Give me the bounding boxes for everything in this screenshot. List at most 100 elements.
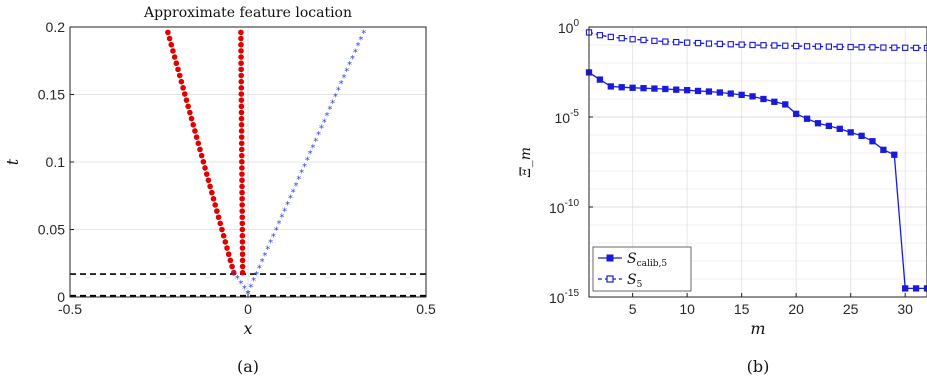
panel-a-red-dot-marker bbox=[175, 66, 181, 73]
series-s5-marker bbox=[923, 44, 927, 52]
series-calib-marker bbox=[858, 132, 865, 139]
panel-a-caption: (a) bbox=[237, 357, 259, 376]
series-s5-marker bbox=[596, 32, 604, 39]
panel-a-blue-star-marker: * bbox=[291, 187, 296, 198]
panel-a-red-dot-marker bbox=[209, 189, 215, 196]
panel-a-blue-star-marker: * bbox=[246, 289, 251, 300]
panel-a-x-tick-label: 0.5 bbox=[416, 301, 436, 317]
series-calib-marker bbox=[825, 122, 833, 130]
panel-a-red-dot-marker bbox=[238, 54, 244, 60]
panel-a-title: Approximate feature location bbox=[143, 5, 352, 21]
series-calib-marker bbox=[727, 90, 734, 97]
panel-a-blue-star-marker: * bbox=[260, 257, 265, 268]
panel-a-red-dot-marker bbox=[210, 195, 217, 202]
series-calib-marker bbox=[629, 84, 636, 91]
panel-a-grid bbox=[69, 26, 427, 298]
series-calib-marker bbox=[891, 151, 898, 158]
panel-a: ****************************************… bbox=[3, 5, 436, 376]
series-calib-marker bbox=[902, 285, 909, 292]
panel-a-red-dot-marker bbox=[238, 91, 245, 97]
panel-a-red-dot-marker bbox=[219, 226, 225, 233]
panel-a-red-dot-marker bbox=[183, 97, 190, 103]
panel-a-blue-star-marker: * bbox=[277, 219, 282, 230]
panel-a-red-dot-marker bbox=[200, 158, 207, 165]
panel-a-blue-star-marker: * bbox=[327, 105, 332, 116]
legend-entry-s5: S5 bbox=[627, 272, 643, 290]
series-calib-marker bbox=[760, 95, 767, 103]
panel-a-red-dot-marker bbox=[171, 54, 178, 60]
series-s5-marker bbox=[727, 41, 734, 48]
series-s5-marker bbox=[738, 41, 745, 48]
panel-b-x-axis-label: m bbox=[750, 319, 765, 338]
series-calib-marker bbox=[607, 83, 614, 90]
panel-a-red-dot-marker bbox=[238, 85, 245, 91]
panel-a-red-dot-marker bbox=[195, 140, 202, 147]
panel-a-red-dot-marker bbox=[173, 60, 180, 67]
series-s5-marker bbox=[683, 39, 691, 46]
tick-exponent: -15 bbox=[565, 288, 580, 299]
series-calib-marker bbox=[803, 115, 811, 122]
panel-a-red-dot-marker bbox=[176, 72, 183, 79]
panel-a-blue-star-marker: * bbox=[288, 194, 293, 205]
series-s5-marker bbox=[880, 44, 887, 51]
panel-a-x-tick-label: -0.5 bbox=[58, 301, 82, 317]
panel-a-red-dot-marker bbox=[178, 78, 185, 85]
panel-a-red-dot-marker bbox=[187, 109, 193, 116]
series-calib-marker bbox=[782, 101, 789, 108]
series-s5-marker bbox=[912, 44, 920, 52]
panel-b-y-tick-label: 10-5 bbox=[555, 108, 580, 126]
series-calib-marker bbox=[847, 129, 854, 136]
panel-a-red-dot-marker bbox=[239, 269, 246, 276]
panel-a-red-dot-marker bbox=[238, 48, 244, 54]
panel-a-red-dot-marker bbox=[238, 78, 245, 85]
series-s5-marker bbox=[651, 37, 658, 45]
series-s5-marker bbox=[803, 43, 811, 50]
series-s5-line bbox=[588, 31, 927, 49]
panel-a-y-tick-label: 0.15 bbox=[38, 87, 65, 103]
panel-a-blue-star-marker: * bbox=[302, 162, 307, 173]
panel-a-red-dot-marker bbox=[229, 263, 235, 270]
series-calib-marker bbox=[662, 85, 669, 93]
panel-a-red-dot-marker bbox=[224, 245, 230, 251]
panel-a-y-tick-label: 0 bbox=[57, 289, 65, 305]
panel-a-red-dot-marker bbox=[212, 202, 218, 208]
panel-a-red-dot-marker bbox=[170, 48, 176, 54]
panel-b-x-tick-label: 5 bbox=[629, 301, 637, 317]
panel-a-tick-labels: -0.5 0 0.500.050.10.150.2 bbox=[38, 19, 436, 317]
panel-a-blue-star-marker: * bbox=[356, 41, 361, 52]
panel-a-red-dot-marker bbox=[238, 41, 244, 48]
panel-a-blue-star-marker: * bbox=[361, 28, 366, 39]
panel-a-blue-star-marker: * bbox=[242, 284, 247, 295]
panel-a-red-dot-marker bbox=[207, 183, 213, 190]
panel-a-blue-star-marker: * bbox=[341, 73, 346, 84]
panel-a-blue-star-marker: * bbox=[251, 276, 256, 287]
panel-a-blue-star-marker: * bbox=[262, 251, 267, 262]
series-s5-marker bbox=[814, 43, 822, 50]
panel-a-blue-star-marker: * bbox=[299, 168, 304, 179]
panel-a-y-tick-label: 0.05 bbox=[38, 222, 65, 238]
panel-a-blue-star-marker: * bbox=[257, 264, 262, 275]
series-calib-marker bbox=[749, 93, 756, 100]
series-s5-marker bbox=[749, 41, 756, 49]
panel-a-red-dot-marker bbox=[214, 208, 220, 214]
panel-a-red-dot-marker bbox=[230, 269, 237, 276]
panel-a-blue-star-marker: * bbox=[358, 35, 363, 46]
panel-b-caption: (b) bbox=[747, 357, 770, 376]
series-calib-marker bbox=[869, 138, 876, 145]
series-calib-marker bbox=[705, 88, 713, 95]
panel-b-y-tick-label: 10-10 bbox=[549, 198, 579, 216]
panel-a-red-dot-marker bbox=[239, 214, 246, 221]
panel-a-blue-star-marker: * bbox=[246, 289, 251, 300]
legend-box bbox=[592, 246, 692, 292]
tick-base: 10 bbox=[555, 110, 571, 126]
series-s5-marker bbox=[629, 36, 636, 43]
series-calib-marker bbox=[814, 120, 822, 127]
panel-a-red-dot-marker bbox=[239, 263, 246, 270]
series-calib-marker bbox=[673, 86, 680, 93]
series-s5-marker bbox=[640, 36, 647, 44]
panel-a-blue-star-marker: * bbox=[271, 232, 276, 243]
panel-a-red-dot-marker bbox=[238, 60, 244, 67]
panel-a-red-dot-marker bbox=[222, 239, 229, 245]
panel-a-red-dot-marker bbox=[238, 140, 245, 147]
